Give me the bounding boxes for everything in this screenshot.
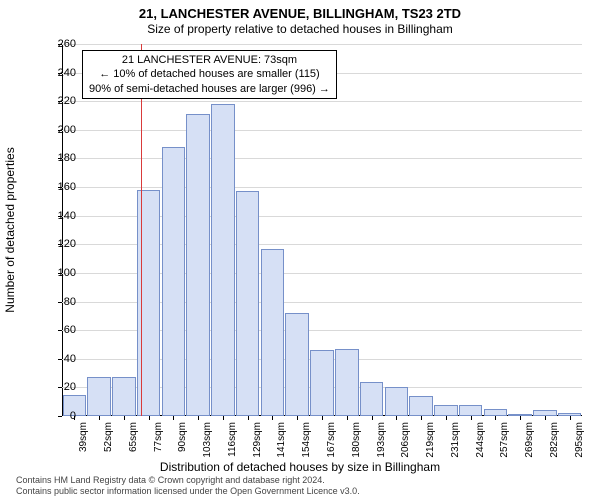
x-tick-mark [124, 416, 125, 420]
x-tick-mark [322, 416, 323, 420]
x-tick-label: 129sqm [252, 422, 263, 458]
x-tick-label: 180sqm [351, 422, 362, 458]
property-marker-line [141, 44, 142, 416]
x-tick-mark [396, 416, 397, 420]
x-tick-label: 206sqm [400, 422, 411, 458]
chart-subtitle: Size of property relative to detached ho… [0, 22, 600, 36]
x-tick-mark [421, 416, 422, 420]
y-tick-label: 40 [46, 353, 76, 365]
y-tick-label: 220 [46, 95, 76, 107]
histogram-bar [484, 409, 508, 416]
histogram-bar [335, 349, 359, 416]
y-tick-label: 260 [46, 38, 76, 50]
x-tick-mark [372, 416, 373, 420]
y-tick-label: 0 [46, 410, 76, 422]
footer-line-2: Contains public sector information licen… [16, 486, 360, 497]
histogram-bar [310, 350, 334, 416]
y-tick-label: 180 [46, 152, 76, 164]
histogram-bar [409, 396, 433, 416]
histogram-bar [112, 377, 136, 416]
y-tick-label: 20 [46, 381, 76, 393]
y-tick-label: 240 [46, 67, 76, 79]
x-tick-label: 219sqm [425, 422, 436, 458]
x-tick-label: 282sqm [549, 422, 560, 458]
x-tick-mark [347, 416, 348, 420]
x-tick-label: 295sqm [574, 422, 585, 458]
y-axis-label: Number of detached properties [3, 147, 17, 312]
histogram-bar [162, 147, 186, 416]
histogram-bar [385, 387, 409, 416]
x-tick-label: 167sqm [326, 422, 337, 458]
x-tick-label: 103sqm [202, 422, 213, 458]
chart-footer: Contains HM Land Registry data © Crown c… [16, 475, 360, 497]
x-tick-label: 269sqm [524, 422, 535, 458]
grid-line [62, 158, 582, 159]
y-tick-label: 80 [46, 296, 76, 308]
annotation-line: 21 LANCHESTER AVENUE: 73sqm [89, 53, 330, 67]
x-tick-label: 52sqm [103, 422, 114, 452]
x-tick-label: 116sqm [227, 422, 238, 457]
x-tick-label: 231sqm [450, 422, 461, 458]
annotation-line: 90% of semi-detached houses are larger (… [89, 82, 330, 96]
x-tick-mark [223, 416, 224, 420]
chart-title: 21, LANCHESTER AVENUE, BILLINGHAM, TS23 … [0, 6, 600, 21]
histogram-bar [285, 313, 309, 416]
property-size-chart: 21, LANCHESTER AVENUE, BILLINGHAM, TS23 … [0, 0, 600, 500]
annotation-box: 21 LANCHESTER AVENUE: 73sqm← 10% of deta… [82, 50, 337, 99]
histogram-bar [186, 114, 210, 416]
x-tick-mark [297, 416, 298, 420]
y-tick-label: 140 [46, 210, 76, 222]
x-tick-mark [149, 416, 150, 420]
grid-line [62, 187, 582, 188]
grid-line [62, 130, 582, 131]
histogram-bar [360, 382, 384, 416]
histogram-bar [211, 104, 235, 416]
x-tick-mark [173, 416, 174, 420]
x-tick-label: 257sqm [499, 422, 510, 458]
x-tick-mark [495, 416, 496, 420]
y-tick-label: 200 [46, 124, 76, 136]
x-tick-mark [446, 416, 447, 420]
x-tick-label: 77sqm [153, 422, 164, 452]
histogram-bar [434, 405, 458, 416]
x-tick-label: 39sqm [78, 422, 89, 452]
histogram-bar [87, 377, 111, 416]
x-tick-mark [248, 416, 249, 420]
x-tick-mark [198, 416, 199, 420]
x-tick-mark [99, 416, 100, 420]
histogram-bar [261, 249, 285, 416]
x-tick-label: 65sqm [128, 422, 139, 452]
x-tick-label: 141sqm [276, 422, 287, 458]
footer-line-1: Contains HM Land Registry data © Crown c… [16, 475, 360, 486]
x-tick-mark [471, 416, 472, 420]
x-tick-label: 244sqm [475, 422, 486, 458]
grid-line [62, 101, 582, 102]
x-tick-label: 90sqm [177, 422, 188, 452]
x-tick-mark [520, 416, 521, 420]
x-tick-label: 154sqm [301, 422, 312, 458]
y-tick-label: 120 [46, 238, 76, 250]
annotation-line: ← 10% of detached houses are smaller (11… [89, 67, 330, 81]
x-axis-label: Distribution of detached houses by size … [0, 460, 600, 474]
grid-line [62, 44, 582, 45]
y-tick-label: 60 [46, 324, 76, 336]
x-tick-label: 193sqm [376, 422, 387, 458]
histogram-bar [459, 405, 483, 416]
x-tick-mark [545, 416, 546, 420]
plot-area [62, 44, 582, 416]
y-tick-label: 160 [46, 181, 76, 193]
x-tick-mark [570, 416, 571, 420]
y-tick-label: 100 [46, 267, 76, 279]
histogram-bar [236, 191, 260, 416]
x-tick-mark [272, 416, 273, 420]
